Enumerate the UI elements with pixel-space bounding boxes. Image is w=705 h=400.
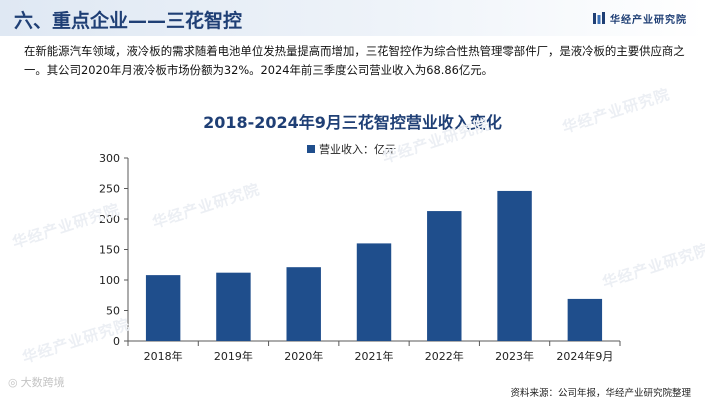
footer-watermark: ◎ 大数跨境	[8, 374, 65, 390]
y-tick-label: 300	[99, 152, 120, 165]
y-tick-label: 150	[99, 244, 120, 257]
footer-watermark-text: 大数跨境	[20, 376, 65, 389]
bar	[567, 298, 603, 341]
bar	[356, 243, 392, 341]
bar	[216, 272, 251, 341]
y-tick-label: 50	[106, 305, 120, 318]
x-tick-label: 2020年	[284, 349, 323, 363]
legend-label: 营业收入：亿元	[319, 142, 396, 156]
legend-swatch	[307, 145, 315, 153]
bar	[427, 211, 462, 341]
source-note: 资料来源：公司年报，华经产业研究院整理	[510, 388, 691, 399]
bar	[145, 275, 181, 341]
y-tick-label: 100	[99, 274, 120, 287]
y-tick-label: 0	[113, 335, 120, 348]
page-title: 六、重点企业——三花智控	[14, 10, 243, 32]
bar	[497, 190, 532, 341]
bar	[286, 267, 321, 341]
y-tick-label: 200	[99, 213, 120, 226]
brand-logo-icon	[593, 11, 605, 24]
brand-name: 华经产业研究院	[610, 14, 687, 26]
chart-title: 2018-2024年9月三花智控营业收入变化	[203, 113, 502, 132]
x-tick-label: 2022年	[425, 349, 464, 363]
brand: 华经产业研究院	[593, 11, 687, 26]
x-tick-label: 2018年	[144, 349, 183, 363]
x-tick-label: 2019年	[214, 349, 253, 363]
x-tick-label: 2023年	[495, 349, 534, 363]
header-bar: 六、重点企业——三花智控 华经产业研究院	[0, 0, 705, 36]
intro-paragraph: 在新能源汽车领域，液冷板的需求随着电池单位发热量提高而增加，三花智控作为综合性热…	[24, 44, 685, 77]
x-tick-label: 2024年9月	[556, 349, 613, 363]
footer-logo-icon: ◎	[8, 375, 18, 389]
y-tick-label: 250	[99, 183, 120, 196]
x-tick-label: 2021年	[355, 349, 394, 363]
